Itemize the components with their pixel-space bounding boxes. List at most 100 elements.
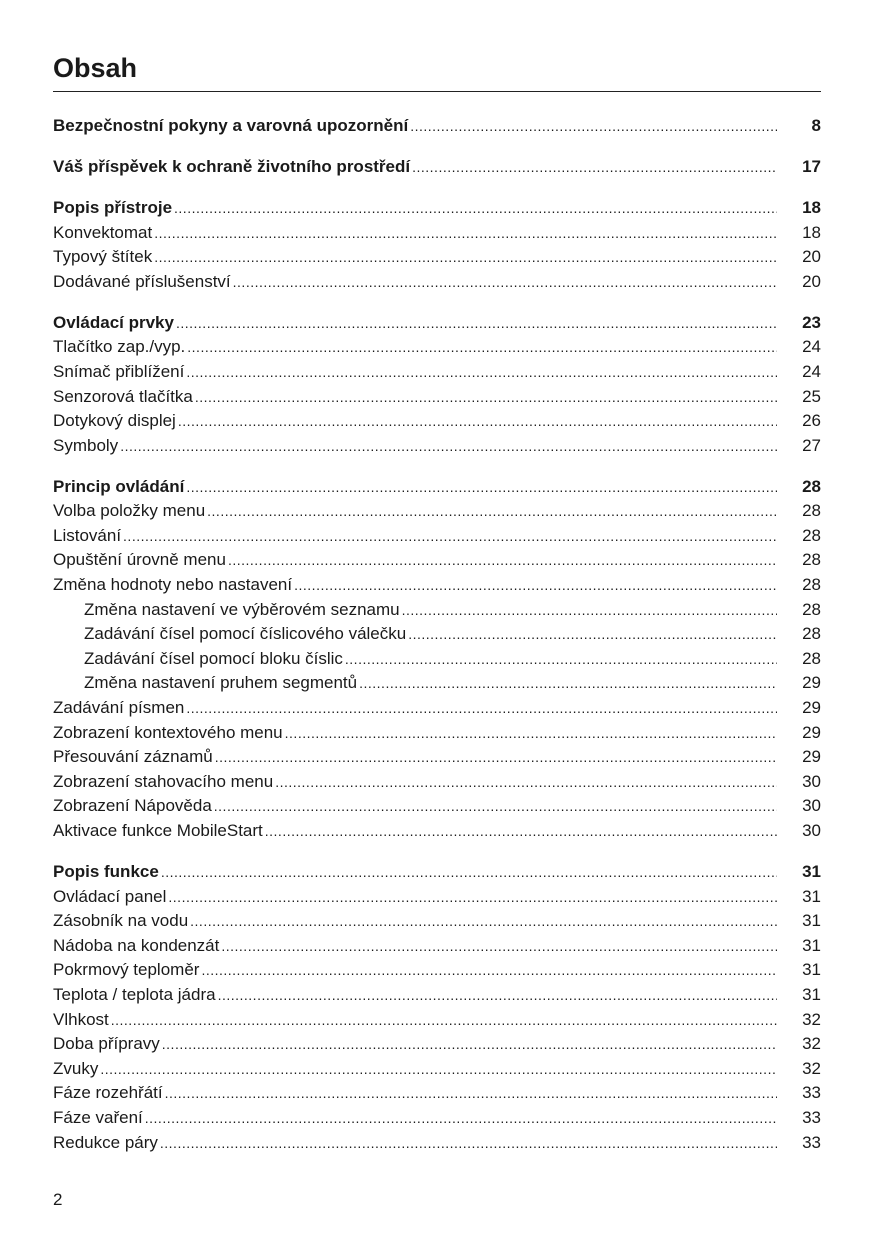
toc-entry-title: Zvuky <box>53 1058 99 1078</box>
toc-entry-page: 31 <box>802 984 821 1004</box>
dot-leader <box>160 1131 777 1156</box>
toc-entry[interactable]: Redukce páry 33 <box>53 1131 821 1156</box>
toc-entry[interactable]: Přesouvání záznamů 29 <box>53 745 821 770</box>
toc-entry[interactable]: Zadávání čísel pomocí číslicového válečk… <box>53 622 821 647</box>
dot-leader <box>294 573 777 598</box>
toc-entry[interactable]: Doba přípravy 32 <box>53 1032 821 1057</box>
toc-entry[interactable]: Snímač přiblížení 24 <box>53 360 821 385</box>
toc-entry-title: Aktivace funkce MobileStart <box>53 821 263 840</box>
toc-entry-title: Ovládací panel <box>53 886 167 906</box>
toc-heading[interactable]: Bezpečnostní pokyny a varovná upozornění… <box>53 114 821 139</box>
dot-leader <box>285 721 777 746</box>
toc-entry[interactable]: Ovládací panel 31 <box>53 885 821 910</box>
toc-entry[interactable]: Dotykový displej 26 <box>53 409 821 434</box>
toc-entry-page: 20 <box>802 247 821 267</box>
dot-leader <box>221 934 777 959</box>
toc-entry[interactable]: Zobrazení stahovacího menu 30 <box>53 770 821 795</box>
toc-entry[interactable]: Zvuky 32 <box>53 1057 821 1082</box>
toc-entry[interactable]: Opuštění úrovně menu 28 <box>53 548 821 573</box>
toc-entry-title: Fáze rozehřátí <box>53 1083 163 1103</box>
toc-entry[interactable]: Dodávané příslušenství 20 <box>53 270 821 295</box>
dot-leader <box>123 524 777 549</box>
toc-entry-title: Zadávání čísel pomocí bloku číslic <box>84 648 343 668</box>
toc-section: Princip ovládání28Volba položky menu28Li… <box>53 475 821 844</box>
toc-entry-title: Změna nastavení pruhem segmentů <box>84 673 358 693</box>
toc-entry[interactable]: Zásobník na vodu 31 <box>53 909 821 934</box>
toc-heading[interactable]: Popis přístroje 18 <box>53 196 821 221</box>
toc-entry[interactable]: Vlhkost 32 <box>53 1008 821 1033</box>
toc-entry[interactable]: Zobrazení kontextového menu 29 <box>53 721 821 746</box>
toc-entry-title: Redukce páry <box>53 1132 158 1152</box>
dot-leader <box>345 647 777 672</box>
dot-leader <box>190 909 777 934</box>
toc-entry[interactable]: Listování 28 <box>53 524 821 549</box>
toc-entry-page: 23 <box>802 312 821 332</box>
toc-entry-page: 30 <box>802 771 821 791</box>
dot-leader <box>410 114 777 139</box>
toc-entry-page: 29 <box>802 698 821 718</box>
toc-entry[interactable]: Zadávání čísel pomocí bloku číslic 28 <box>53 647 821 672</box>
toc-entry-title: Dotykový displej <box>53 411 176 431</box>
toc-entry[interactable]: Konvektomat 18 <box>53 221 821 246</box>
toc-entry[interactable]: Změna nastavení pruhem segmentů 29 <box>53 671 821 696</box>
toc-entry[interactable]: Typový štítek 20 <box>53 245 821 270</box>
toc-entry-page: 31 <box>802 935 821 955</box>
toc-section: Popis funkce31Ovládací panel31Zásobník n… <box>53 860 821 1155</box>
toc-entry-title: Ovládací prvky <box>53 312 174 332</box>
page-title: Obsah <box>53 53 138 83</box>
toc-heading[interactable]: Ovládací prvky 23 <box>53 311 821 336</box>
toc-entry[interactable]: Fáze rozehřátí 33 <box>53 1081 821 1106</box>
toc-heading[interactable]: Princip ovládání 28 <box>53 475 821 500</box>
toc-heading[interactable]: Váš příspěvek k ochraně životního prostř… <box>53 155 821 180</box>
dot-leader <box>176 311 777 336</box>
toc-section: Ovládací prvky 23 Tlačítko zap./vyp.24Sním… <box>53 311 821 459</box>
toc-entry-page: 28 <box>802 550 821 570</box>
toc-section: Popis přístroje 18 Konvektomat 18 Typový ští… <box>53 196 821 294</box>
toc-entry[interactable]: Změna hodnoty nebo nastavení 28 <box>53 573 821 598</box>
toc-entry[interactable]: Zobrazení Nápověda 30 <box>53 794 821 819</box>
toc-entry-title: Typový štítek <box>53 247 153 267</box>
toc-entry-title: Vlhkost <box>53 1009 109 1029</box>
toc-entry[interactable]: Změna nastavení ve výběrovém seznamu 28 <box>53 598 821 623</box>
title-divider <box>53 91 821 92</box>
dot-leader <box>201 958 777 983</box>
dot-leader <box>186 696 777 721</box>
toc-entry-page: 27 <box>802 435 821 455</box>
toc-entry[interactable]: Aktivace funkce MobileStart 30 <box>53 819 821 844</box>
toc-entry[interactable]: Fáze vaření 33 <box>53 1106 821 1131</box>
toc-entry[interactable]: Symboly 27 <box>53 434 821 459</box>
toc-entry[interactable]: Pokrmový teploměr 31 <box>53 958 821 983</box>
dot-leader <box>187 335 777 360</box>
dot-leader <box>174 196 777 221</box>
toc-entry-page: 17 <box>802 156 821 176</box>
toc-entry[interactable]: Zadávání písmen 29 <box>53 696 821 721</box>
toc-entry[interactable]: Senzorová tlačítka 25 <box>53 385 821 410</box>
toc-entry[interactable]: Nádoba na kondenzát 31 <box>53 934 821 959</box>
dot-leader <box>154 221 777 246</box>
toc-entry-page: 8 <box>811 116 821 135</box>
toc-entry[interactable]: Teplota / teplota jádra 31 <box>53 983 821 1008</box>
dot-leader <box>186 360 777 385</box>
toc-entry-page: 31 <box>802 960 821 980</box>
toc-entry-page: 18 <box>802 222 821 242</box>
toc-entry-title: Popis funkce <box>53 861 159 881</box>
toc-entry-title: Pokrmový teploměr <box>53 960 200 980</box>
toc-entry[interactable]: Tlačítko zap./vyp. 24 <box>53 335 821 360</box>
toc-entry[interactable]: Volba položky menu 28 <box>53 499 821 524</box>
toc-entry-title: Přesouvání záznamů <box>53 747 213 767</box>
dot-leader <box>145 1106 777 1131</box>
dot-leader <box>100 1057 777 1082</box>
dot-leader <box>214 794 777 819</box>
toc-entry-page: 18 <box>802 197 821 217</box>
dot-leader <box>228 548 777 573</box>
toc-entry-title: Opuštění úrovně menu <box>53 550 226 570</box>
toc-entry-page: 33 <box>802 1107 821 1127</box>
dot-leader <box>165 1081 777 1106</box>
toc-section: Váš příspěvek k ochraně životního prostř… <box>53 155 821 180</box>
dot-leader <box>168 885 777 910</box>
dot-leader <box>154 245 777 270</box>
toc-heading[interactable]: Popis funkce 31 <box>53 860 821 885</box>
dot-leader <box>265 819 777 844</box>
toc-entry-page: 24 <box>802 361 821 381</box>
toc-entry-title: Zobrazení stahovacího menu <box>53 771 274 791</box>
